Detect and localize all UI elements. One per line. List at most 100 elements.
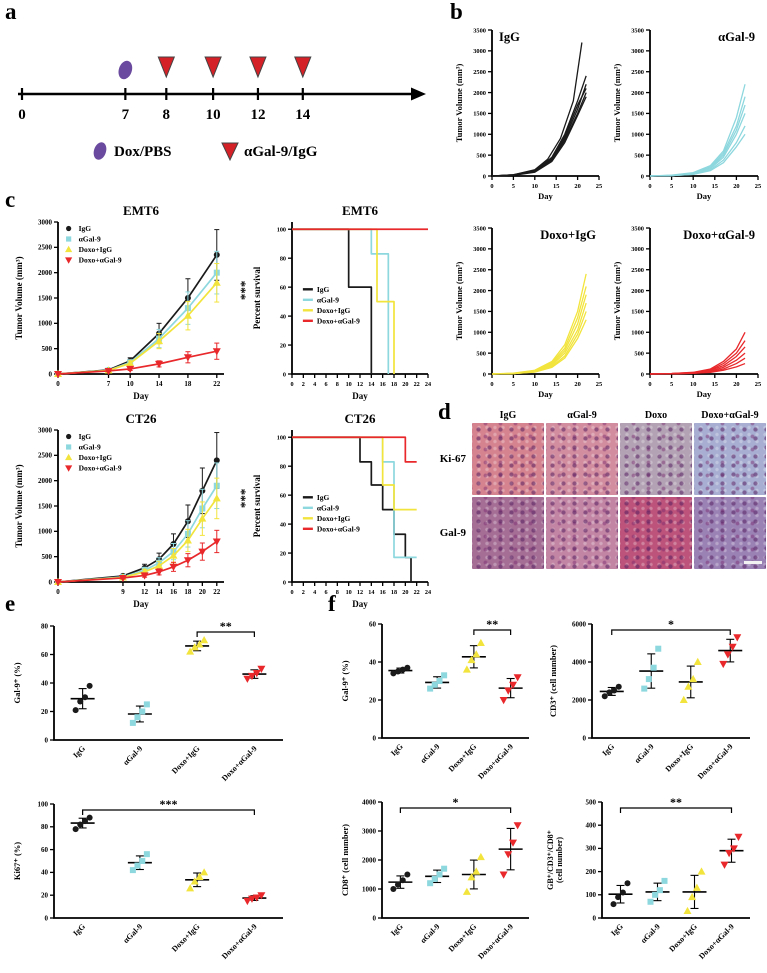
svg-text:***: *** — [234, 281, 249, 301]
svg-text:20: 20 — [402, 381, 408, 388]
svg-text:0: 0 — [641, 371, 644, 378]
svg-text:4: 4 — [313, 589, 316, 596]
svg-text:1000: 1000 — [362, 885, 377, 893]
svg-text:60: 60 — [369, 620, 377, 628]
svg-text:Doxo+αGal-9: Doxo+αGal-9 — [683, 228, 755, 242]
svg-text:1000: 1000 — [38, 528, 53, 536]
svg-text:60: 60 — [41, 846, 49, 854]
svg-text:20: 20 — [733, 381, 739, 388]
chart-tumor-volume-doxo-igg: 0 500 1000 1500 2000 2500 3000 3500 0 5 10 15 20 25 Da… — [454, 225, 602, 399]
svg-text:20: 20 — [199, 588, 207, 596]
chart-ki67-percent: 0 20 40 60 80 100 Ki67⁺ (%) IgG αGal-9 Doxo+IgG Do… — [12, 797, 283, 961]
svg-text:2500: 2500 — [38, 244, 53, 252]
svg-text:2: 2 — [302, 589, 305, 596]
svg-text:2: 2 — [302, 381, 305, 388]
svg-text:15: 15 — [553, 183, 559, 190]
panel-label-a: a — [5, 0, 17, 24]
histology-image-ki67-agal9 — [546, 423, 618, 495]
svg-text:αGal-9: αGal-9 — [419, 922, 442, 945]
svg-text:αGal-9: αGal-9 — [633, 742, 656, 765]
svg-text:60: 60 — [280, 284, 286, 291]
svg-text:Doxo+αGal-9: Doxo+αGal-9 — [220, 744, 259, 783]
svg-text:0: 0 — [641, 173, 644, 180]
svg-text:22: 22 — [213, 380, 221, 388]
svg-text:20: 20 — [402, 589, 408, 596]
svg-text:0: 0 — [593, 914, 597, 922]
svg-text:αGal-9: αGal-9 — [79, 235, 101, 244]
svg-text:1500: 1500 — [631, 111, 644, 118]
svg-text:80: 80 — [41, 622, 49, 630]
svg-text:Doxo+IgG: Doxo+IgG — [447, 742, 479, 774]
svg-text:Day: Day — [538, 191, 553, 201]
svg-text:10: 10 — [206, 107, 221, 123]
svg-text:2000: 2000 — [631, 288, 644, 295]
svg-text:18: 18 — [184, 380, 192, 388]
svg-text:100: 100 — [277, 227, 286, 234]
svg-text:6000: 6000 — [572, 620, 587, 628]
svg-text:Gal-9⁺ (%): Gal-9⁺ (%) — [340, 660, 350, 701]
svg-text:20: 20 — [733, 183, 739, 190]
svg-text:Doxo+IgG: Doxo+IgG — [79, 453, 113, 462]
svg-text:1000: 1000 — [631, 330, 644, 337]
svg-text:500: 500 — [42, 345, 53, 353]
svg-text:1500: 1500 — [473, 309, 486, 316]
svg-text:Doxo+αGal-9: Doxo+αGal-9 — [79, 256, 122, 265]
svg-text:20: 20 — [280, 342, 286, 349]
chart-cd3-cell-number: 0 2000 4000 6000 CD3⁺ (cell number) IgG αGal-9… — [548, 617, 750, 781]
svg-text:*: * — [453, 795, 459, 809]
svg-text:Doxo+αGal-9: Doxo+αGal-9 — [79, 464, 122, 473]
chart-tumor-volume-igg: 0 500 1000 1500 2000 2500 3000 3500 0 5 10 15 20 25 Da… — [454, 27, 602, 201]
svg-text:3000: 3000 — [362, 827, 377, 835]
chart-ct26-tumor-volume: 0 500 1000 1500 2000 2500 3000 0 9 12 14 16 18 20 22 Da… — [14, 411, 249, 609]
chart-gb-cd3-cd8-cell-number: 0 100 200 300 400 500 GB⁺/CD3⁺/CD8⁺ (cell numbe… — [546, 795, 750, 961]
svg-text:12: 12 — [141, 588, 149, 596]
svg-text:IgG: IgG — [389, 922, 405, 938]
svg-text:Doxo+IgG: Doxo+IgG — [667, 922, 699, 954]
svg-text:14: 14 — [368, 589, 374, 596]
svg-text:22: 22 — [414, 589, 420, 596]
svg-text:IgG: IgG — [317, 285, 330, 294]
svg-text:Day: Day — [538, 389, 553, 399]
svg-text:CT26: CT26 — [344, 411, 376, 426]
svg-text:Doxo+αGal-9: Doxo+αGal-9 — [697, 922, 736, 961]
svg-text:7: 7 — [122, 107, 130, 123]
svg-text:22: 22 — [213, 588, 221, 596]
svg-text:14: 14 — [368, 381, 374, 388]
svg-text:0: 0 — [583, 734, 587, 742]
svg-text:16: 16 — [380, 381, 386, 388]
svg-text:Doxo+αGal-9: Doxo+αGal-9 — [696, 742, 735, 781]
svg-text:5: 5 — [512, 183, 515, 190]
svg-text:2500: 2500 — [631, 69, 644, 76]
svg-text:0: 0 — [490, 183, 493, 190]
svg-text:14: 14 — [156, 588, 164, 596]
svg-text:0: 0 — [290, 589, 293, 596]
svg-text:400: 400 — [586, 822, 597, 830]
svg-text:Dox/PBS: Dox/PBS — [114, 144, 172, 160]
panel-label-d: d — [438, 399, 451, 424]
svg-text:4000: 4000 — [362, 798, 377, 806]
svg-text:0: 0 — [45, 736, 49, 744]
svg-text:14: 14 — [156, 380, 164, 388]
svg-text:100: 100 — [586, 891, 597, 899]
histology-image-ki67-igg — [472, 423, 544, 495]
histology-grid: IgG αGal-9 Doxo Doxo+αGal-9 Ki-67 Gal-9 — [438, 410, 766, 571]
svg-text:24: 24 — [425, 589, 431, 596]
svg-text:20: 20 — [574, 183, 580, 190]
svg-text:αGal-9/IgG: αGal-9/IgG — [244, 144, 318, 160]
svg-text:EMT6: EMT6 — [342, 203, 379, 218]
svg-text:0: 0 — [373, 734, 377, 742]
svg-text:Day: Day — [697, 191, 712, 201]
svg-text:IgG: IgG — [79, 224, 92, 233]
svg-text:Day: Day — [133, 599, 149, 609]
svg-text:40: 40 — [41, 869, 49, 877]
svg-text:0: 0 — [648, 183, 651, 190]
svg-text:14: 14 — [295, 107, 311, 123]
svg-text:200: 200 — [586, 868, 597, 876]
svg-text:Doxo+IgG: Doxo+IgG — [170, 922, 202, 954]
histology-col-label-agal9: αGal-9 — [567, 410, 597, 421]
svg-text:αGal-9: αGal-9 — [121, 744, 144, 767]
svg-text:500: 500 — [476, 350, 486, 357]
svg-text:6: 6 — [324, 381, 327, 388]
svg-text:100: 100 — [38, 800, 49, 808]
